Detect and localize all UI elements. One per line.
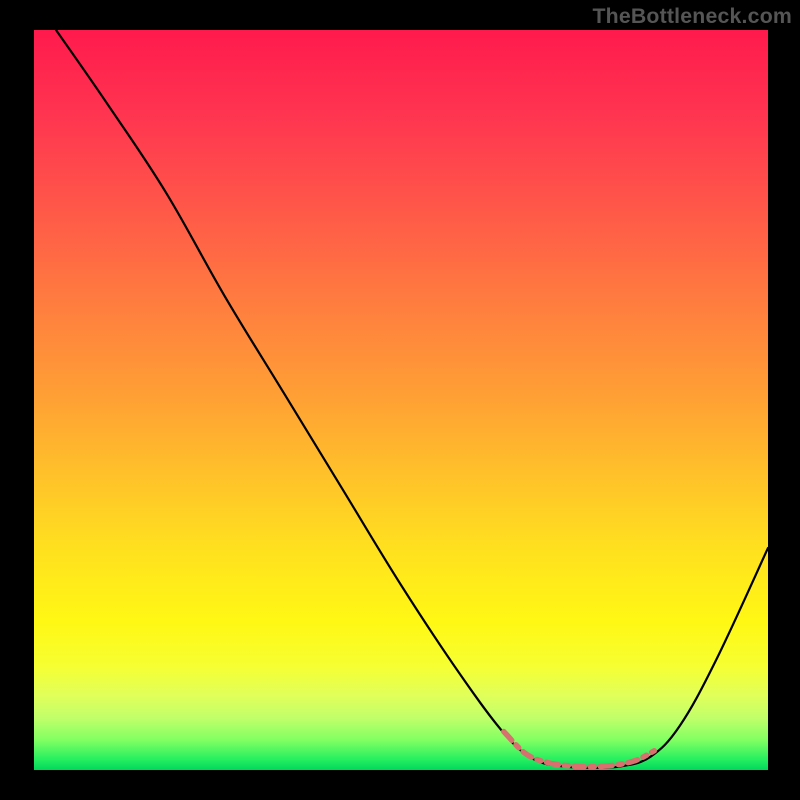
bottleneck-chart-svg bbox=[0, 0, 800, 800]
watermark-text: TheBottleneck.com bbox=[592, 4, 792, 29]
chart-container: TheBottleneck.com bbox=[0, 0, 800, 800]
gradient-background bbox=[34, 30, 768, 770]
